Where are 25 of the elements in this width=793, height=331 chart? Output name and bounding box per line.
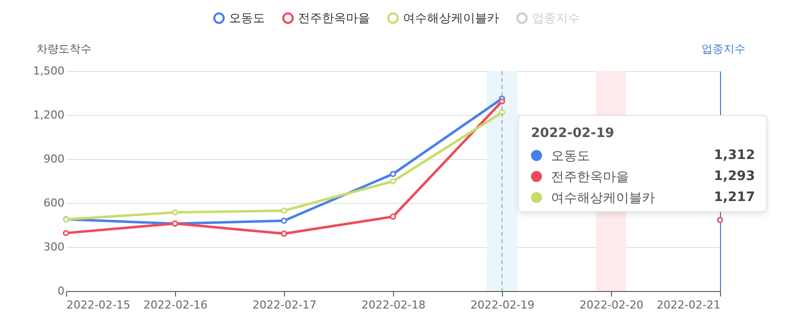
x-tick-label: 2022-02-19 xyxy=(470,298,534,312)
y-axis-title: 차량도착수 xyxy=(36,42,92,56)
x-tick-label: 2022-02-17 xyxy=(252,298,316,312)
annotation: 오동도 xyxy=(551,148,591,164)
x-tick-label: 2022-02-18 xyxy=(362,298,426,312)
x-tick-label: 2022-02-20 xyxy=(580,298,644,312)
x-tick-label: 2022-02-16 xyxy=(144,298,208,312)
annotation: 1,293 xyxy=(714,169,755,184)
annotation: 1,217 xyxy=(714,190,755,205)
annotation: 여수해상케이블카 xyxy=(551,190,656,206)
x-tick-label: 2022-02-15 xyxy=(66,298,130,312)
y-tick-label: 900 xyxy=(44,152,64,166)
y2-axis-title: 업종지수 xyxy=(702,42,746,56)
legend-label: 오동도 xyxy=(229,11,265,26)
y-tick-label: 1,200 xyxy=(33,108,64,122)
y-tick-label: 1,500 xyxy=(33,64,64,78)
y-tick-label: 0 xyxy=(58,284,64,298)
x-tick-label: 2022-02-21 xyxy=(656,298,720,312)
annotation: 전주한옥마을 xyxy=(551,168,630,186)
y-tick-label: 300 xyxy=(44,240,64,254)
legend-label: 여수해상케이블카 xyxy=(403,11,499,26)
y-tick-label: 600 xyxy=(44,196,64,210)
legend-label: 전주한옥마을 xyxy=(298,11,370,26)
annotation: 1,312 xyxy=(714,148,755,163)
annotation: 2022-02-19 xyxy=(531,126,616,141)
